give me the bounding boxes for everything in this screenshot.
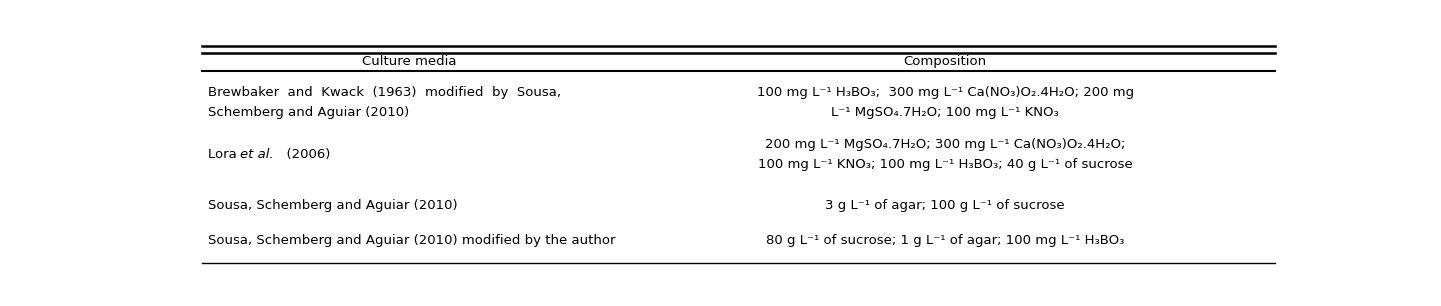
- Text: 200 mg L⁻¹ MgSO₄.7H₂O; 300 mg L⁻¹ Ca(NO₃)O₂.4H₂O;: 200 mg L⁻¹ MgSO₄.7H₂O; 300 mg L⁻¹ Ca(NO₃…: [765, 138, 1125, 151]
- Text: 100 mg L⁻¹ KNO₃; 100 mg L⁻¹ H₃BO₃; 40 g L⁻¹ of sucrose: 100 mg L⁻¹ KNO₃; 100 mg L⁻¹ H₃BO₃; 40 g …: [758, 158, 1133, 171]
- Text: 3 g L⁻¹ of agar; 100 g L⁻¹ of sucrose: 3 g L⁻¹ of agar; 100 g L⁻¹ of sucrose: [826, 199, 1065, 212]
- Text: Lora: Lora: [208, 148, 241, 161]
- Text: Culture media: Culture media: [362, 55, 457, 68]
- Text: Brewbaker  and  Kwack  (1963)  modified  by  Sousa,: Brewbaker and Kwack (1963) modified by S…: [208, 86, 561, 99]
- Text: Composition: Composition: [904, 55, 987, 68]
- Text: Schemberg and Aguiar (2010): Schemberg and Aguiar (2010): [208, 106, 409, 119]
- Text: 80 g L⁻¹ of sucrose; 1 g L⁻¹ of agar; 100 mg L⁻¹ H₃BO₃: 80 g L⁻¹ of sucrose; 1 g L⁻¹ of agar; 10…: [767, 234, 1124, 247]
- Text: 100 mg L⁻¹ H₃BO₃;  300 mg L⁻¹ Ca(NO₃)O₂.4H₂O; 200 mg: 100 mg L⁻¹ H₃BO₃; 300 mg L⁻¹ Ca(NO₃)O₂.4…: [757, 86, 1134, 99]
- Text: Sousa, Schemberg and Aguiar (2010): Sousa, Schemberg and Aguiar (2010): [208, 199, 458, 212]
- Text: (2006): (2006): [278, 148, 330, 161]
- Text: et al.: et al.: [239, 148, 274, 161]
- Text: Sousa, Schemberg and Aguiar (2010) modified by the author: Sousa, Schemberg and Aguiar (2010) modif…: [208, 234, 615, 247]
- Text: L⁻¹ MgSO₄.7H₂O; 100 mg L⁻¹ KNO₃: L⁻¹ MgSO₄.7H₂O; 100 mg L⁻¹ KNO₃: [831, 106, 1059, 119]
